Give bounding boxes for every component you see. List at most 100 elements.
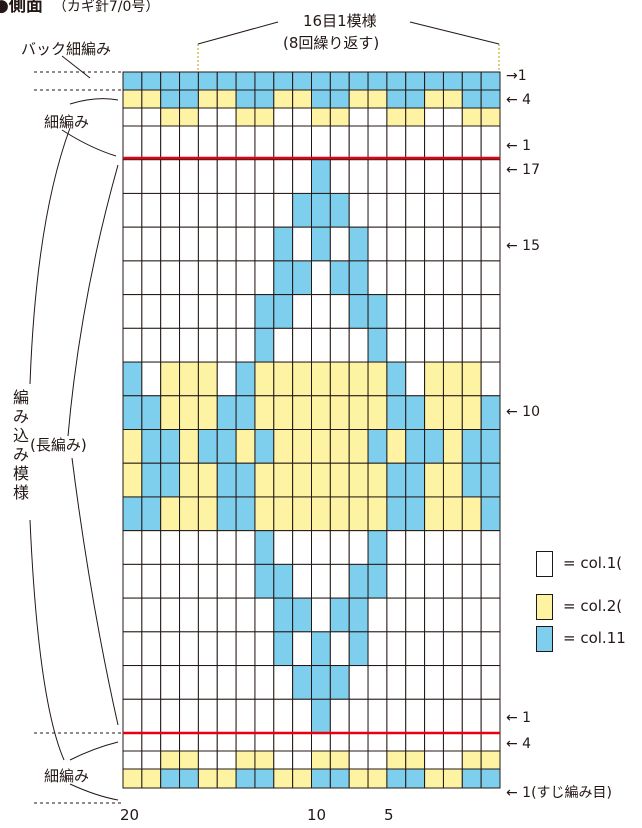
stitch-cell (235, 395, 256, 430)
stitch-cell (461, 768, 482, 789)
stitch-cell (424, 597, 444, 633)
stitch-cell (480, 597, 501, 633)
title-main: ●側面 (0, 0, 43, 16)
stitch-cell (442, 530, 463, 565)
stitch-cell (386, 429, 407, 464)
stitch-cell (480, 732, 501, 752)
stitch-cell (216, 107, 237, 127)
stitch-cell (254, 698, 275, 734)
stitch-cell (235, 732, 256, 752)
row-label-bot-sc1: ← 1(すじ編み目) (506, 785, 613, 801)
stitch-cell (461, 71, 482, 91)
stitch-cell (311, 159, 331, 194)
stitch-cell (386, 159, 407, 194)
stitch-cell (367, 71, 388, 91)
stitch-cell (311, 732, 331, 752)
stitch-cell (424, 89, 444, 109)
stitch-cell (179, 750, 199, 770)
leader-sc-bottom-2 (69, 783, 119, 801)
stitch-cell (461, 665, 482, 700)
stitch-cell (197, 260, 218, 296)
leader-colorwork-top (29, 127, 71, 385)
stitch-cell (197, 395, 218, 430)
stitch-cell (292, 698, 312, 734)
legend-text-col2: = col.2( (563, 597, 623, 615)
stitch-cell (424, 71, 444, 91)
stitch-cell (442, 125, 463, 161)
stitch-cell (367, 496, 388, 532)
stitch-cell (179, 361, 199, 397)
stitch-cell (405, 226, 426, 262)
stitch-cell (273, 159, 294, 194)
stitch-cell (197, 71, 218, 91)
stitch-cell (329, 597, 350, 633)
stitch-cell (424, 665, 444, 700)
stitch-cell (480, 159, 501, 194)
stitch-cell (141, 462, 162, 498)
stitch-cell (311, 192, 331, 228)
stitch-cell (424, 698, 444, 734)
stitch-cell (329, 768, 350, 789)
stitch-cell (235, 107, 256, 127)
stitch-cell (122, 597, 143, 633)
stitch-cell (461, 125, 482, 161)
stitch-cell (292, 361, 312, 397)
stitch-cell (367, 125, 388, 161)
stitch-cell (386, 192, 407, 228)
stitch-cell (254, 260, 275, 296)
stitch-cell (367, 631, 388, 667)
stitch-cell (122, 750, 143, 770)
stitch-cell (386, 631, 407, 667)
stitch-cell (329, 71, 350, 91)
stitch-cell (160, 395, 181, 430)
stitch-cell (235, 89, 256, 109)
stitch-cell (329, 125, 350, 161)
stitch-cell (386, 71, 407, 91)
stitch-cell (405, 597, 426, 633)
stitch-cell (292, 327, 312, 363)
stitch-cell (122, 125, 143, 161)
stitch-cell (348, 192, 369, 228)
stitch-cell (179, 107, 199, 127)
stitch-cell (386, 768, 407, 789)
stitch-cell (235, 768, 256, 789)
stitch-cell (292, 530, 312, 565)
stitch-cell (216, 260, 237, 296)
stitch-cell (367, 260, 388, 296)
stitch-cell (311, 125, 331, 161)
stitch-cell (405, 125, 426, 161)
row-label-bot-sc4: ← 4 (506, 736, 532, 752)
title-sub: （カギ針7/0号） (52, 0, 160, 15)
stitch-cell (461, 159, 482, 194)
stitch-cell (405, 192, 426, 228)
stitch-cell (348, 462, 369, 498)
stitch-cell (141, 71, 162, 91)
stitch-cell (311, 597, 331, 633)
stitch-cell (292, 159, 312, 194)
stitch-cell (122, 631, 143, 667)
stitch-cell (141, 732, 162, 752)
label-double-crochet: (長編み) (30, 436, 87, 454)
stitch-cell (386, 125, 407, 161)
repeat-bracket-line-right (409, 21, 500, 45)
stitch-cell (348, 698, 369, 734)
stitch-cell (179, 563, 199, 599)
legend-swatch-col1 (536, 551, 553, 577)
stitch-cell (292, 71, 312, 91)
stitch-cell (480, 563, 501, 599)
stitch-cell (292, 226, 312, 262)
stitch-cell (386, 361, 407, 397)
stitch-cell (329, 563, 350, 599)
stitch-cell (273, 429, 294, 464)
stitch-cell (424, 732, 444, 752)
stitch-cell (329, 496, 350, 532)
stitch-cell (386, 496, 407, 532)
stitch-cell (348, 732, 369, 752)
stitch-cell (197, 732, 218, 752)
stitch-cell (197, 530, 218, 565)
stitch-cell (311, 631, 331, 667)
stitch-cell (292, 496, 312, 532)
stitch-cell (386, 107, 407, 127)
stitch-cell (122, 462, 143, 498)
